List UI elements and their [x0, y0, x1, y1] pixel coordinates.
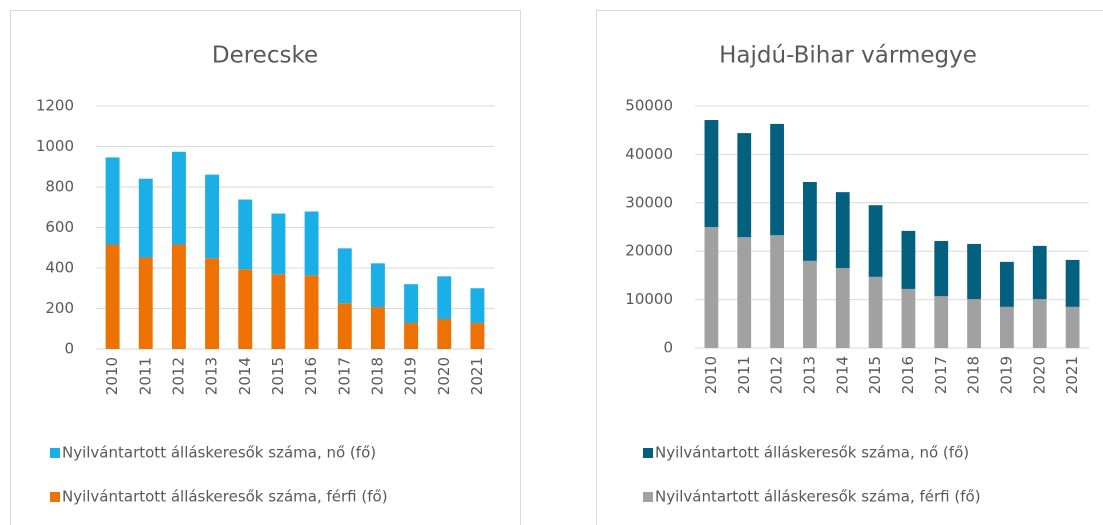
bar	[1032, 245, 1047, 300]
bar	[271, 274, 286, 349]
bar	[271, 213, 286, 275]
y-tick-label: 50000	[625, 97, 673, 115]
bar	[337, 248, 352, 304]
y-tick-label: 30000	[625, 193, 673, 211]
x-tick-label: 2013	[203, 357, 221, 395]
x-tick-label: 2016	[302, 357, 320, 395]
x-tick-label: 2021	[468, 357, 486, 395]
bar	[1000, 306, 1014, 348]
bar	[404, 284, 419, 324]
x-tick-label: 2020	[435, 357, 453, 395]
bar	[238, 269, 253, 349]
chart-title: Hajdú-Bihar vármegye	[719, 43, 977, 69]
y-tick-label: 400	[45, 259, 74, 277]
bar	[205, 174, 220, 259]
bar	[238, 199, 253, 270]
bar	[370, 307, 385, 349]
bar	[1065, 306, 1080, 348]
y-tick-label: 20000	[625, 242, 673, 260]
legend-swatch	[50, 448, 60, 458]
y-tick-label: 0	[64, 340, 74, 358]
legend-swatch	[643, 448, 653, 458]
bar	[470, 323, 485, 349]
x-tick-label: 2020	[1030, 356, 1048, 394]
y-tick-label: 40000	[625, 145, 673, 163]
legend-swatch	[50, 492, 60, 502]
legend-label: Nyilvántartott álláskeresők száma, férfi…	[655, 488, 981, 506]
legend-label: Nyilvántartott álláskeresők száma, nő (f…	[655, 444, 969, 462]
x-tick-label: 2018	[368, 357, 386, 395]
x-tick-label: 2011	[136, 357, 154, 395]
bar	[404, 323, 419, 349]
bar	[437, 319, 452, 349]
x-tick-label: 2010	[702, 356, 720, 394]
x-tick-label: 2014	[833, 356, 851, 394]
x-tick-label: 2012	[768, 356, 786, 394]
bar	[967, 243, 981, 300]
bar	[868, 276, 883, 348]
legend-swatch	[643, 492, 653, 502]
bar	[934, 241, 949, 297]
x-tick-label: 2015	[866, 356, 884, 394]
bar	[803, 181, 817, 261]
bar	[737, 237, 752, 348]
x-tick-label: 2019	[402, 357, 420, 395]
bar	[105, 244, 120, 349]
x-tick-label: 2011	[735, 356, 753, 394]
bar	[1032, 299, 1047, 348]
x-tick-label: 2010	[103, 357, 121, 395]
bar	[967, 299, 981, 348]
bar	[171, 244, 186, 349]
x-tick-label: 2019	[997, 356, 1015, 394]
legend-label: Nyilvántartott álláskeresők száma, férfi…	[62, 488, 388, 506]
chart-title: Derecske	[212, 43, 318, 69]
y-tick-label: 800	[45, 178, 74, 196]
bar	[205, 258, 220, 349]
bar	[835, 268, 850, 348]
bar	[171, 151, 186, 245]
bar	[138, 178, 153, 258]
bar	[803, 260, 817, 348]
bar	[835, 192, 850, 269]
bar	[901, 288, 916, 348]
bar	[138, 257, 153, 349]
x-tick-label: 2014	[236, 357, 254, 395]
legend-label: Nyilvántartott álláskeresők száma, nő (f…	[62, 444, 376, 462]
x-tick-label: 2017	[932, 356, 950, 394]
bar	[1065, 259, 1080, 307]
bar	[901, 230, 916, 289]
bar	[304, 211, 319, 276]
bar	[470, 288, 485, 324]
bar	[737, 133, 752, 238]
y-tick-label: 200	[45, 299, 74, 317]
bar	[770, 235, 784, 348]
bar	[868, 205, 883, 277]
bar	[105, 157, 120, 245]
x-tick-label: 2012	[169, 357, 187, 395]
y-tick-label: 10000	[625, 290, 673, 308]
bar	[370, 263, 385, 308]
bar	[770, 123, 784, 236]
y-tick-label: 600	[45, 218, 74, 236]
x-tick-label: 2021	[1063, 356, 1081, 394]
y-tick-label: 1200	[36, 97, 74, 115]
bar	[934, 296, 949, 348]
bar	[337, 303, 352, 349]
y-tick-label: 1000	[36, 137, 74, 155]
x-tick-label: 2016	[899, 356, 917, 394]
x-tick-label: 2017	[335, 357, 353, 395]
bar	[704, 227, 719, 348]
x-tick-label: 2015	[269, 357, 287, 395]
bar	[437, 276, 452, 320]
chart-frame	[596, 10, 1103, 525]
bar	[704, 120, 719, 227]
y-tick-label: 0	[663, 339, 673, 357]
x-tick-label: 2018	[965, 356, 983, 394]
bar	[304, 275, 319, 349]
x-tick-label: 2013	[800, 356, 818, 394]
bar	[1000, 261, 1014, 307]
